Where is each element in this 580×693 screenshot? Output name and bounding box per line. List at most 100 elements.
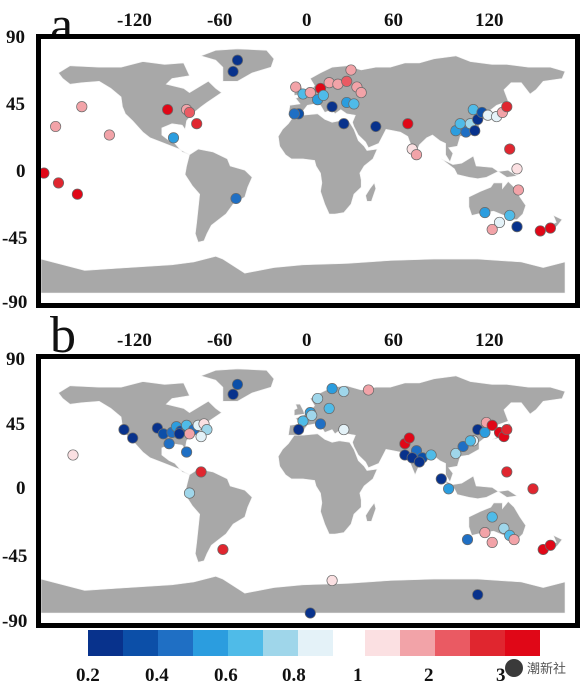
- station-point: [443, 483, 455, 495]
- landmass-europe-asia: [288, 375, 566, 483]
- station-point: [227, 65, 239, 78]
- station-point: [544, 222, 556, 234]
- colorbar-swatch: [193, 630, 228, 656]
- station-point: [479, 527, 491, 539]
- colorbar-swatch: [263, 630, 298, 656]
- station-point: [469, 125, 481, 137]
- map-panel-b: [36, 354, 580, 628]
- station-point: [76, 101, 88, 113]
- station-point: [52, 177, 65, 189]
- colorbar-label: 0.6: [214, 665, 238, 686]
- station-point: [348, 98, 360, 110]
- station-point: [323, 402, 335, 414]
- colorbar-swatch: [228, 630, 263, 656]
- station-point: [501, 101, 513, 113]
- station-point: [464, 435, 476, 447]
- x-tick: 0: [302, 330, 312, 351]
- station-point: [511, 163, 523, 175]
- landmass-north-america: [58, 61, 223, 155]
- station-point: [326, 574, 338, 587]
- colorbar: [88, 630, 540, 656]
- landmass-antarctica: [41, 575, 566, 614]
- station-point: [183, 428, 196, 440]
- station-point: [230, 192, 242, 205]
- station-point: [457, 440, 469, 453]
- world-map-b: [41, 359, 575, 623]
- station-point: [293, 424, 305, 436]
- station-point: [362, 384, 375, 396]
- station-point: [306, 409, 318, 421]
- station-point: [183, 106, 196, 118]
- station-point: [511, 221, 523, 233]
- colorbar-swatch: [158, 630, 193, 656]
- station-point: [167, 132, 180, 144]
- colorbar-swatch: [365, 630, 400, 656]
- station-point: [402, 118, 414, 130]
- colorbar-label: 3: [496, 665, 506, 686]
- x-tick: 0: [302, 10, 312, 31]
- station-point: [317, 89, 329, 101]
- colorbar-label: 2: [424, 665, 434, 686]
- x-tick: -120: [117, 330, 152, 351]
- x-tick: -120: [117, 10, 152, 31]
- x-tick: 60: [384, 10, 403, 31]
- station-point: [512, 184, 524, 196]
- station-point: [231, 54, 244, 66]
- station-point: [486, 419, 498, 431]
- station-point: [410, 149, 423, 161]
- station-point: [326, 101, 338, 113]
- station-point: [544, 539, 556, 551]
- station-point: [217, 543, 229, 556]
- watermark-logo-icon: [504, 658, 523, 677]
- station-point: [195, 466, 207, 478]
- station-point: [504, 143, 516, 155]
- colorbar-label: 0.4: [145, 665, 169, 686]
- colorbar-swatch: [435, 630, 470, 656]
- station-point: [338, 424, 350, 436]
- y-tick: 45: [6, 414, 25, 435]
- landmass-madagascar: [365, 182, 377, 202]
- station-point: [370, 120, 382, 133]
- colorbar-label: 0.2: [76, 665, 100, 686]
- station-point: [355, 87, 367, 99]
- landmass-south-america: [184, 468, 253, 563]
- x-tick: 120: [475, 10, 504, 31]
- station-point: [486, 536, 498, 548]
- station-point: [326, 383, 338, 395]
- station-point: [290, 81, 302, 93]
- station-point: [71, 188, 83, 200]
- colorbar-label: 0.8: [282, 665, 306, 686]
- station-point: [162, 104, 174, 116]
- colorbar-label: 1: [353, 665, 363, 686]
- station-point: [304, 607, 316, 619]
- x-tick: -60: [207, 330, 233, 351]
- y-tick: -45: [2, 228, 28, 249]
- station-point: [314, 418, 327, 430]
- station-point: [181, 446, 193, 458]
- station-point: [501, 466, 513, 478]
- station-point: [127, 432, 139, 444]
- panel-letter-b: b: [50, 307, 76, 364]
- station-point: [527, 483, 539, 495]
- station-point: [118, 424, 130, 436]
- station-point: [508, 534, 520, 546]
- y-tick: -45: [2, 546, 28, 567]
- station-point: [425, 449, 437, 461]
- station-point: [183, 487, 196, 499]
- station-point: [493, 216, 506, 228]
- colorbar-swatch: [123, 630, 158, 656]
- station-point: [461, 534, 474, 546]
- landmass-africa: [277, 433, 378, 535]
- x-tick: 120: [475, 330, 504, 351]
- x-tick: -60: [207, 10, 233, 31]
- station-point: [472, 589, 484, 601]
- y-tick: 90: [6, 27, 25, 48]
- station-point: [486, 511, 498, 523]
- watermark: 潮新社: [504, 658, 566, 677]
- station-point: [103, 129, 115, 141]
- landmass-south-america: [184, 148, 253, 243]
- y-tick: 0: [16, 161, 26, 182]
- world-map-a: [41, 39, 575, 303]
- station-point: [486, 223, 498, 236]
- station-point: [345, 64, 357, 76]
